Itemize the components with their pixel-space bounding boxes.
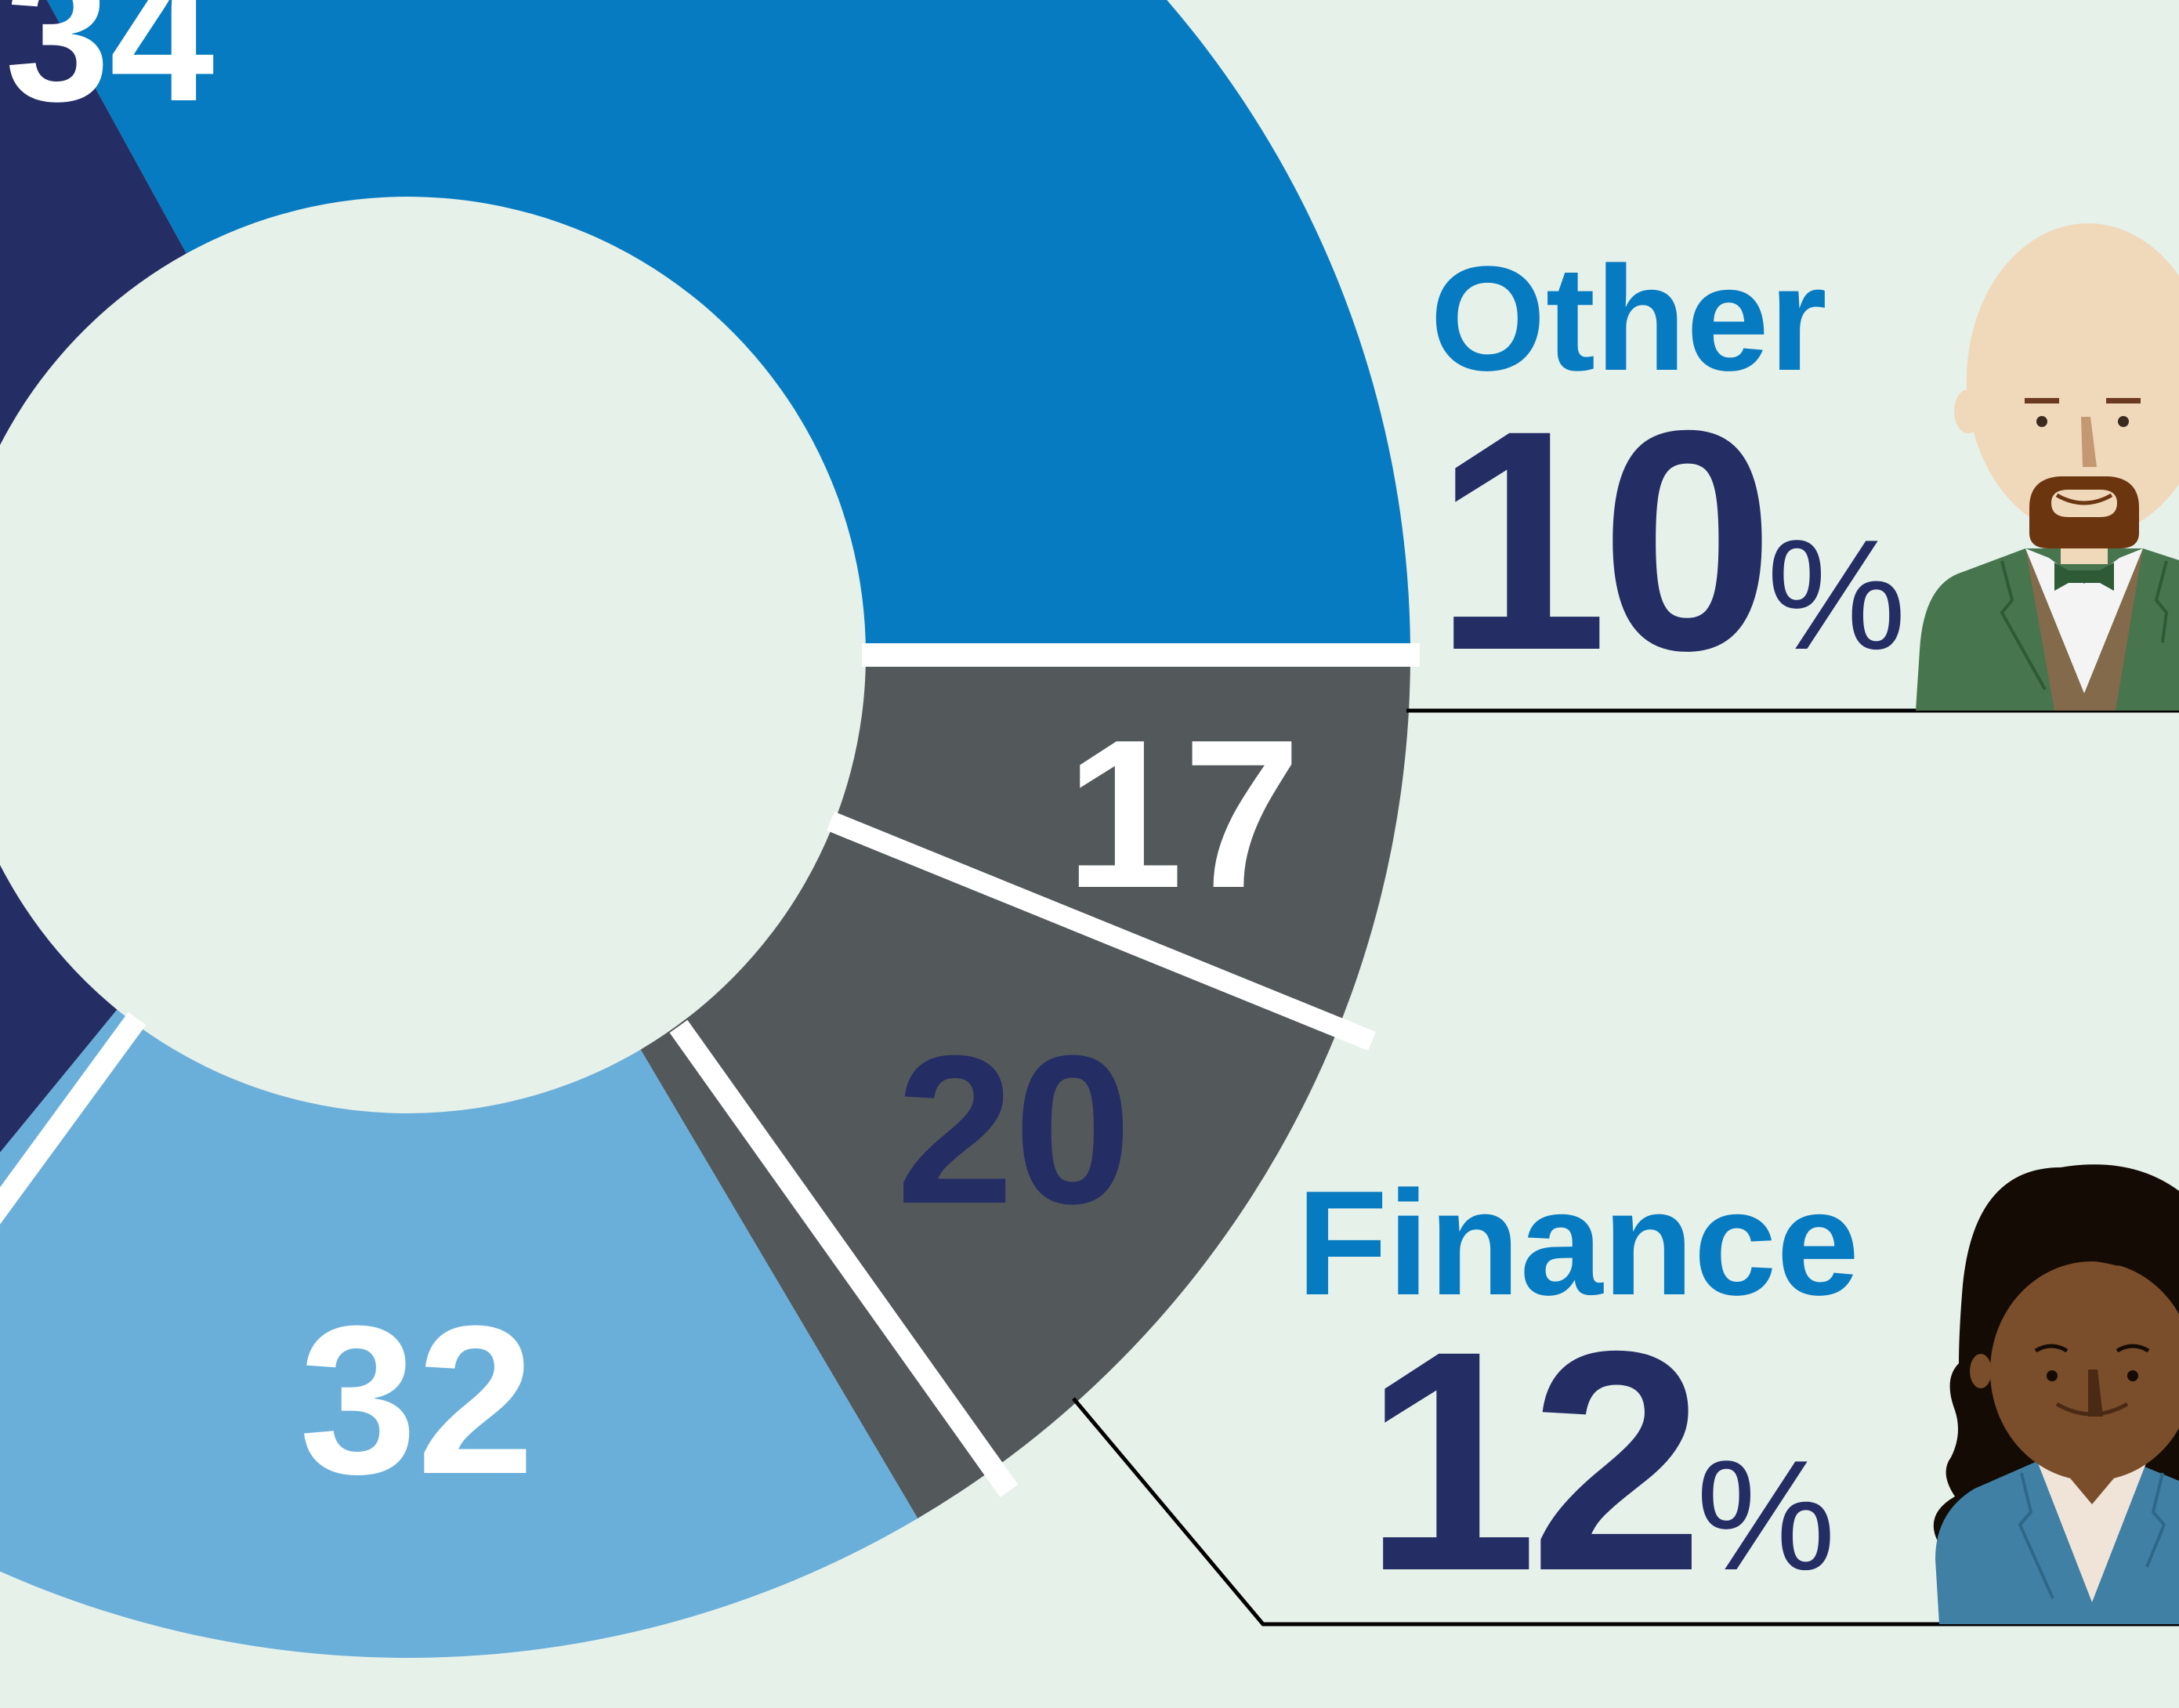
callout-finance-category: Finance xyxy=(1297,1160,1859,1326)
donut-slice-grey xyxy=(640,655,1410,1518)
donut-slices xyxy=(0,0,1410,1658)
callout-line-finance xyxy=(1072,1397,2179,1627)
separator-grey-lightblue xyxy=(827,811,1376,1051)
slice-label-light-blue: 20 xyxy=(896,1012,1131,1248)
callout-other-value: 10% xyxy=(1434,365,1901,715)
callout-other-number: 10 xyxy=(1434,365,1767,715)
slice-label-grey: 17 xyxy=(1066,697,1301,932)
bald-bearded-man-avatar-icon xyxy=(1916,223,2179,711)
donut-slice-navy xyxy=(0,0,186,1153)
donut-slice-blue xyxy=(46,0,1410,655)
separator-lightblue-navy xyxy=(669,1019,1019,1498)
donut-slice-light-blue xyxy=(0,1009,918,1658)
callout-finance-unit: % xyxy=(1696,1428,1830,1603)
callout-other-category: Other xyxy=(1430,236,1827,402)
callout-finance-value: 12% xyxy=(1363,1286,1830,1636)
slice-separators xyxy=(0,643,1420,1498)
slice-label-navy: 32 xyxy=(299,1283,534,1518)
curly-haired-woman-avatar-icon xyxy=(1933,1164,2179,1624)
callout-finance-number: 12 xyxy=(1363,1286,1696,1636)
slice-label-blue: 34 xyxy=(5,0,215,140)
callout-other-unit: % xyxy=(1767,508,1901,682)
separator-navy-blue xyxy=(0,1011,147,1225)
